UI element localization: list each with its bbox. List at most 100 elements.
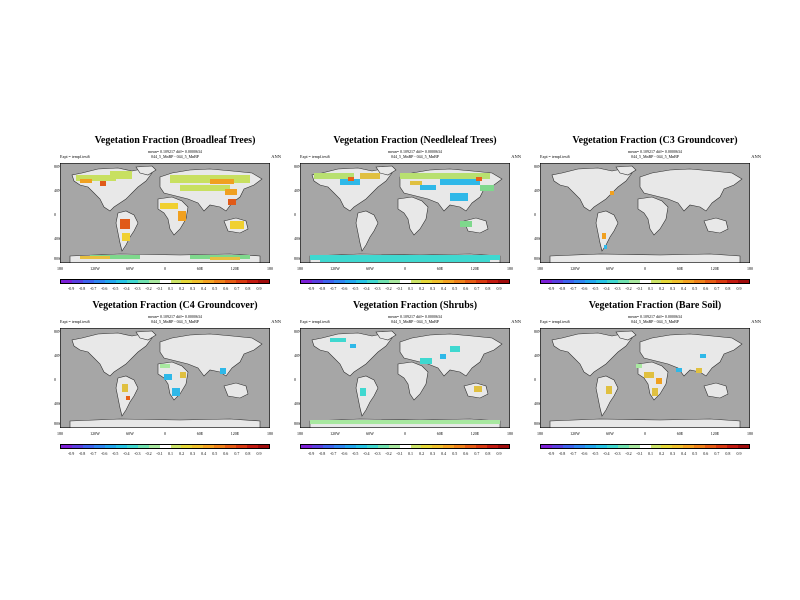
colorbar-label: 0.9 (496, 451, 502, 456)
colorbar-swatch (606, 445, 618, 448)
vegetation-patch (320, 259, 490, 262)
longitude-label: 180 (507, 431, 513, 436)
colorbar-swatch (617, 445, 629, 448)
colorbar-swatch (454, 445, 466, 448)
colorbar-label: -0.9 (67, 451, 75, 456)
colorbar-label: -0.7 (569, 451, 577, 456)
colorbar-swatch (93, 445, 105, 448)
colorbar-swatch (584, 280, 596, 283)
colorbar-label: -0.8 (318, 286, 326, 291)
colorbar-label: -0.5 (112, 286, 119, 291)
landmass-5 (223, 382, 249, 399)
vegetation-patch (100, 181, 106, 186)
colorbar-swatch (71, 280, 83, 283)
colorbar-swatch (551, 280, 563, 283)
colorbar-swatch (344, 445, 356, 448)
panel-stats: mean= 0.109217 diff= 0.0000634 (388, 149, 442, 154)
colorbar-swatch (344, 280, 356, 283)
vegetation-patch (602, 233, 606, 239)
colorbar-swatch (71, 445, 83, 448)
vegetation-patch (410, 181, 422, 185)
landmass-1 (375, 165, 397, 176)
longitude-label: 60E (436, 266, 444, 271)
colorbar-swatch (421, 280, 433, 283)
panel-experiment: Expt = tempf.test6 (60, 154, 90, 159)
panel-experiment: Expt = tempf.test6 (540, 154, 570, 159)
map-area: 180 120W 60W 0 60E 120E 180 -0.9 -0.8 -0.7 -0.6 -0… (54, 162, 273, 291)
colorbar (540, 279, 750, 284)
colorbar-swatch (541, 445, 552, 448)
colorbar-swatch (148, 280, 160, 283)
vegetation-patch (310, 420, 500, 424)
vegetation-patch (350, 344, 356, 348)
colorbar-swatch (498, 280, 510, 283)
latitude-label: 0 (54, 212, 56, 217)
colorbar-label: 0.8 (485, 451, 491, 456)
colorbar-label: -0.6 (581, 286, 588, 291)
colorbar-swatch (551, 445, 563, 448)
vegetation-patch (122, 233, 130, 241)
panel-stats: mean= 0.109217 diff= 0.0000634 (148, 149, 202, 154)
colorbar-label: -0.4 (123, 451, 130, 456)
latitude-label: 40N (534, 188, 541, 193)
vegetation-patch (400, 173, 490, 179)
landmass-3 (159, 333, 263, 377)
landmass-5 (703, 217, 729, 234)
colorbar-swatch (366, 280, 378, 283)
latitude-label: 80N (294, 164, 301, 169)
colorbar-label: -0.6 (101, 286, 108, 291)
colorbar-label: 0.6 (703, 451, 709, 456)
vegetation-patch (676, 368, 682, 372)
colorbar-label: -0.8 (558, 451, 566, 456)
panel-case: 044_5_MnBP - 044_5_MnBP (390, 319, 440, 324)
map-frame (60, 163, 270, 264)
colorbar-swatch (82, 445, 94, 448)
map-frame (540, 328, 750, 429)
colorbar (300, 279, 510, 284)
panel-season: ANN (271, 154, 281, 159)
map-panel-broadleaf: Vegetation Fraction (Broadleaf Trees) me… (54, 135, 295, 295)
latitude-label: 0 (534, 377, 536, 382)
colorbar-swatch (727, 280, 739, 283)
world-map (299, 327, 511, 429)
colorbar-label: -0.4 (363, 286, 370, 291)
longitude-label: 120W (570, 266, 580, 271)
colorbar-label: 0.6 (463, 286, 469, 291)
colorbar-swatch (104, 445, 116, 448)
colorbar-swatch (399, 280, 411, 283)
landmass-4 (397, 196, 429, 236)
vegetation-patch (480, 185, 494, 191)
longitude-label: 60E (676, 266, 684, 271)
colorbar-swatch (410, 280, 422, 283)
panel-title: Vegetation Fraction (Needleleaf Trees) (333, 135, 497, 146)
longitude-label: 120E (470, 431, 480, 436)
longitude-label: 120W (90, 266, 100, 271)
panel-stats: mean= 0.109217 diff= 0.0000634 (148, 314, 202, 319)
panel-season: ANN (271, 319, 281, 324)
colorbar-swatch (159, 445, 171, 448)
landmass-3 (639, 333, 743, 377)
colorbar-label: 0.9 (496, 286, 502, 291)
vegetation-patch (360, 173, 380, 179)
panel-case: 044_5_MnBP - 044_5_MnBP (150, 319, 200, 324)
colorbar-label: 0.7 (474, 451, 480, 456)
longitude-label: 180 (747, 431, 753, 436)
landmass-6 (549, 253, 741, 264)
map-frame (300, 163, 510, 264)
latitude-label: 40N (54, 353, 61, 358)
longitude-label: 0 (164, 431, 166, 436)
colorbar-swatch (159, 280, 171, 283)
vegetation-patch (80, 256, 110, 259)
vegetation-patch (450, 193, 468, 201)
map-area: 180 120W 60W 0 60E 120E 180 -0.9 -0.8 -0.7 -0.6 -0… (534, 162, 753, 291)
colorbar-swatch (61, 445, 72, 448)
landmass-0 (551, 332, 633, 377)
colorbar-label: 0.8 (485, 286, 491, 291)
vegetation-patch (696, 368, 702, 373)
colorbar-label: -0.5 (592, 451, 599, 456)
colorbar-swatch (454, 280, 466, 283)
colorbar-swatch (716, 445, 728, 448)
latitude-label: 40N (294, 353, 301, 358)
colorbar-swatch (639, 280, 651, 283)
colorbar-swatch (214, 445, 226, 448)
